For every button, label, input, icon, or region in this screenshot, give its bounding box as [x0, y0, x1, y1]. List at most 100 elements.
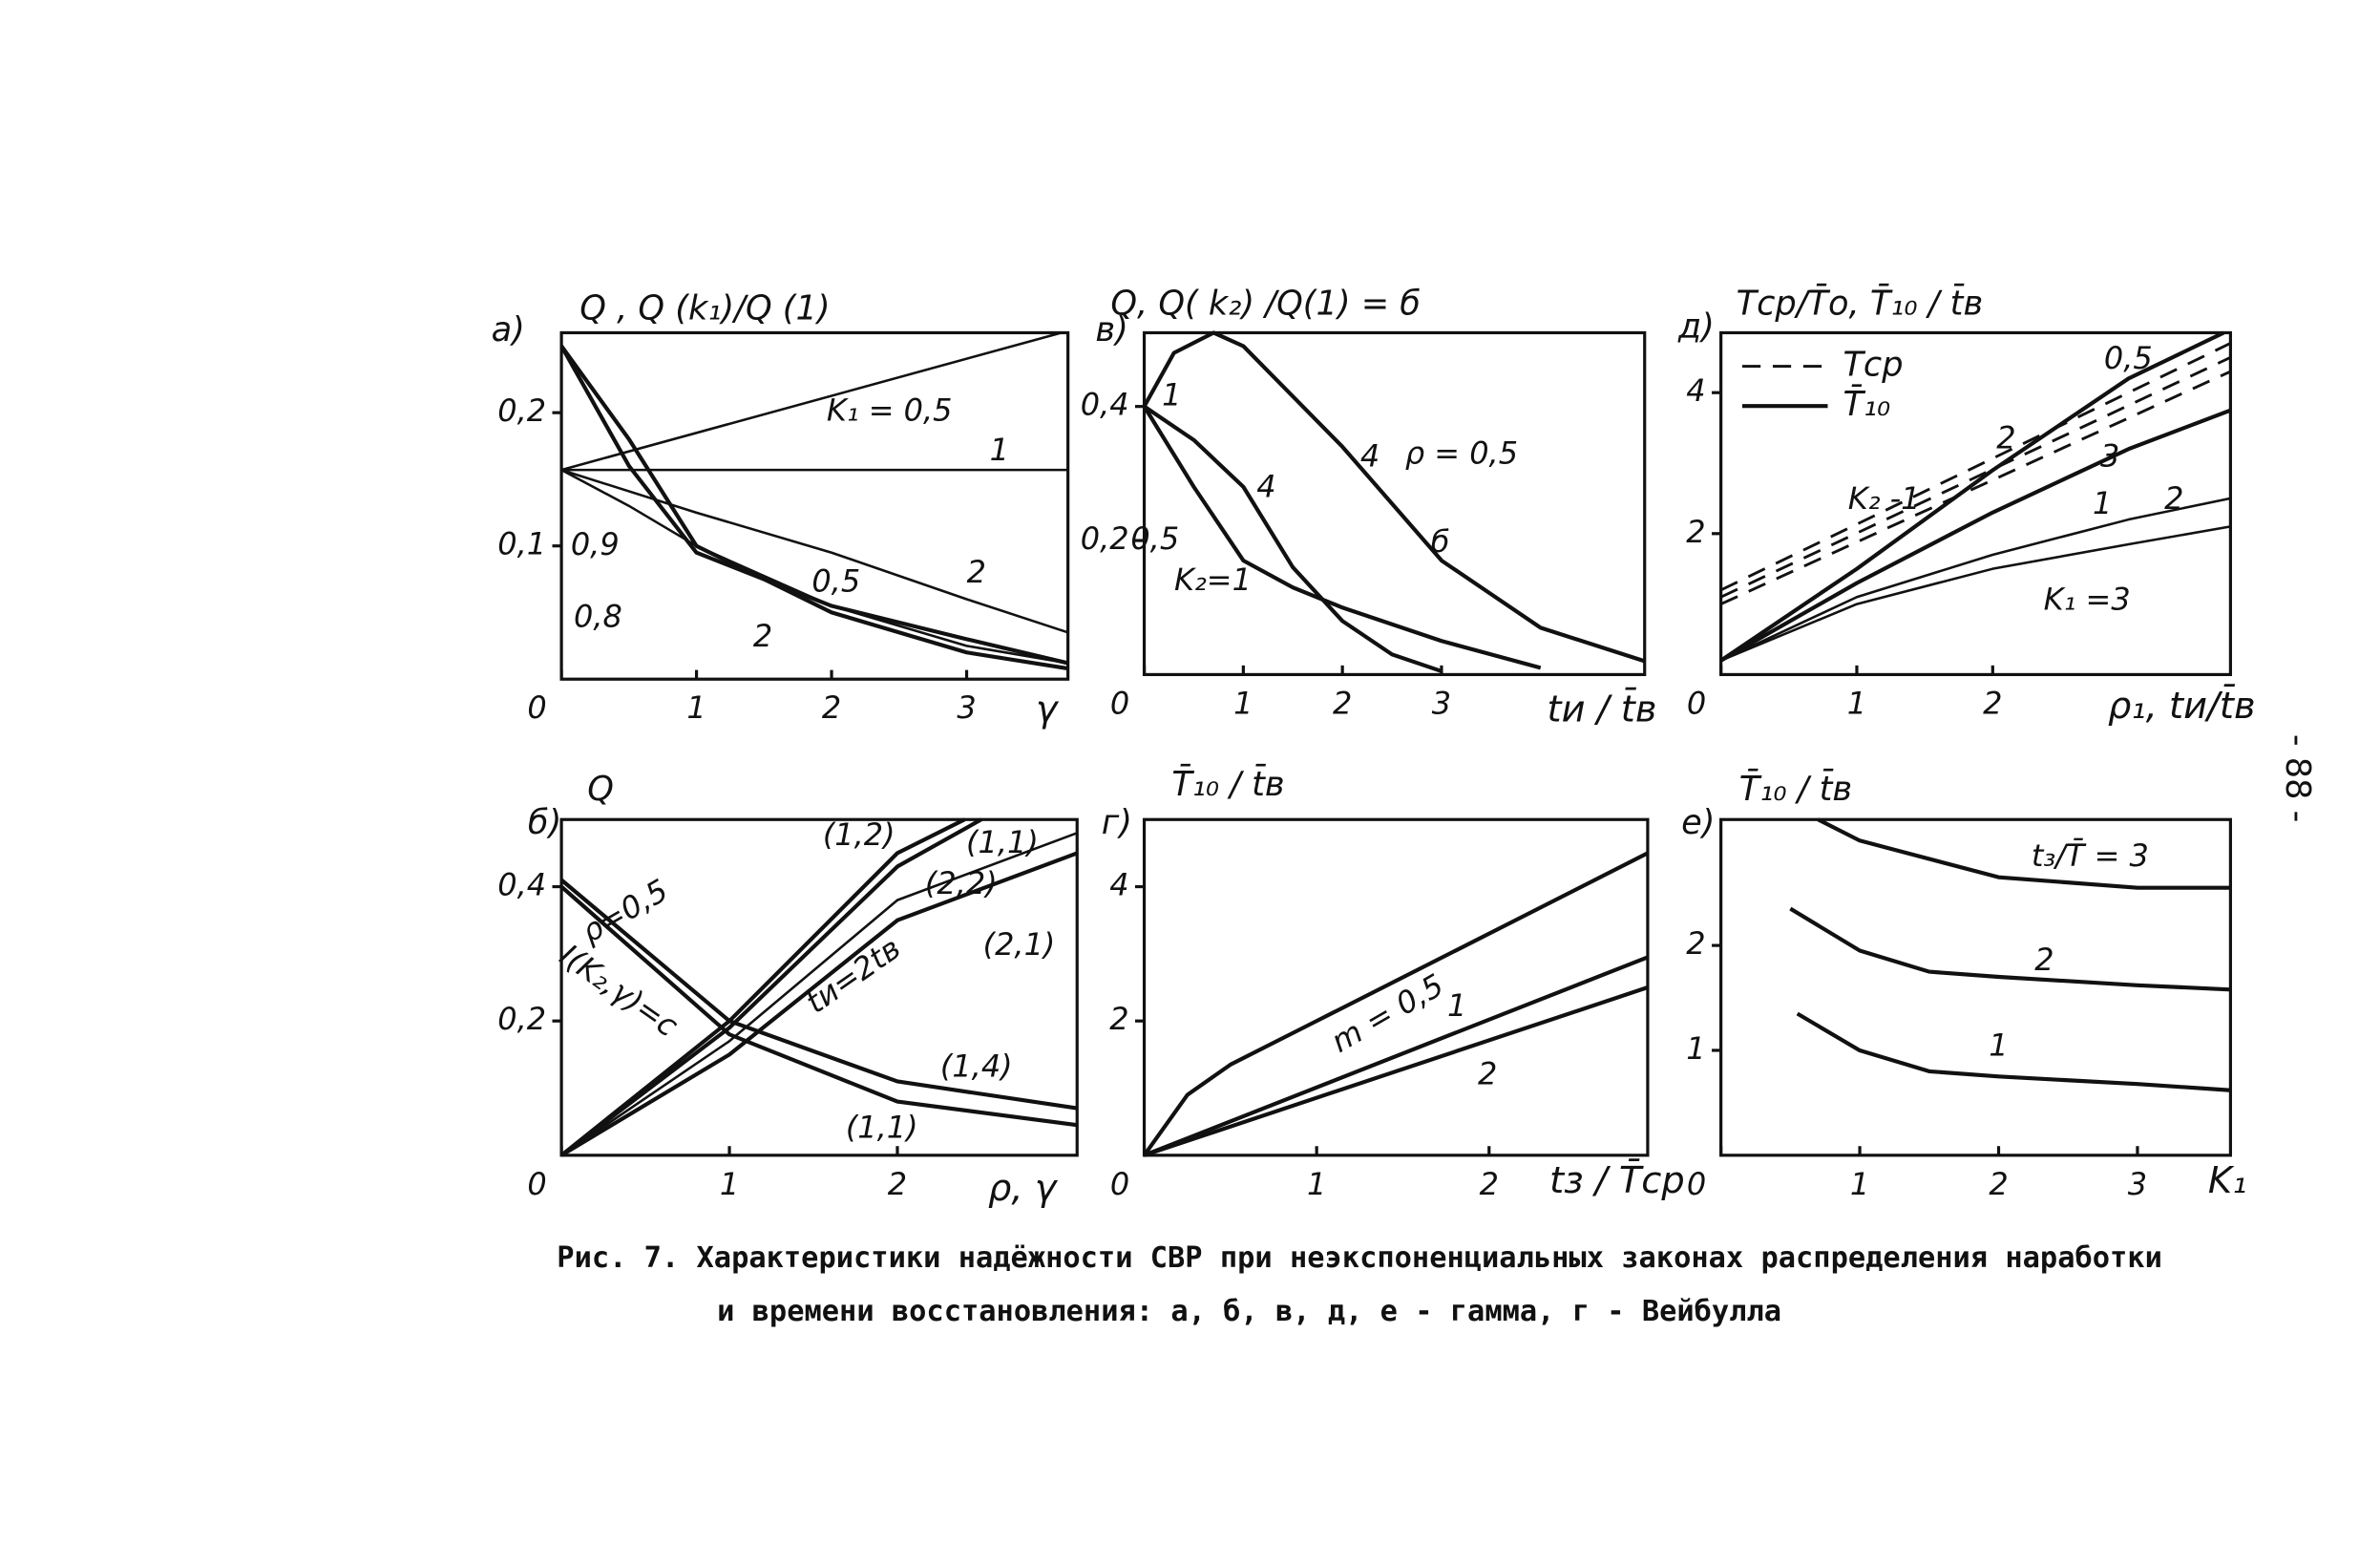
panel-label: г): [1102, 803, 1132, 842]
curve-label: 1: [2093, 485, 2112, 521]
curve: [1720, 370, 2231, 605]
plot-frame: [559, 330, 1070, 681]
x-axis-label: γ: [1036, 688, 1060, 731]
curve-label: K₁ = 0,5: [827, 392, 953, 429]
panel-label: в): [1095, 310, 1127, 349]
panel-label: б): [528, 803, 561, 842]
x-tick-label: 0: [1687, 685, 1706, 721]
x-tick-label: 3: [2128, 1166, 2147, 1202]
y-tick-label: 2: [1686, 514, 1705, 550]
y-tick-label: 4: [1109, 867, 1128, 903]
curve-label: K₂ -1: [1848, 480, 1921, 517]
caption-line: Рис. 7. Характеристики надёжности СВР пр…: [557, 1241, 2162, 1275]
curve: [1719, 408, 2232, 663]
curve-label: 2: [1478, 1056, 1497, 1092]
x-tick-label: 0: [527, 689, 546, 726]
y-tick-label: 0,2: [497, 1001, 546, 1037]
curve-label: 0,9: [571, 526, 620, 562]
curve-label: tи=2t̄в: [799, 929, 908, 1021]
curve: [559, 817, 982, 1157]
y-tick-label: 0,1: [497, 526, 546, 562]
curve-label: 4: [1256, 468, 1275, 504]
curve-label: 1: [1989, 1027, 2008, 1063]
curve-label: K₁ =3: [2044, 582, 2131, 618]
curve: [1789, 906, 2231, 992]
legend-label: Tср: [1843, 346, 1903, 385]
curve: [560, 468, 1069, 634]
y-tick-label: 0,2: [1081, 520, 1129, 557]
curve-label: I(K₂,γ)=c: [554, 937, 685, 1045]
x-tick-label: 0: [1110, 685, 1129, 721]
curve-label: 4: [1360, 437, 1380, 474]
x-tick-label: 1: [686, 689, 706, 726]
x-axis-label: ρ, γ: [988, 1167, 1059, 1210]
axis-title: Q, Q( k₂) /Q(1) = б: [1110, 285, 1421, 324]
x-tick-label: 1: [720, 1166, 739, 1202]
x-tick-label: 1: [1850, 1166, 1869, 1202]
curve-label: t₃/T̄ = 3: [2032, 837, 2149, 874]
curve-label: 0,5: [811, 563, 860, 600]
curve-label: (1,4): [940, 1048, 1013, 1085]
curve-label: K₂=1: [1174, 561, 1252, 598]
x-axis-label: ρ₁, tи/t̄в: [2108, 684, 2256, 728]
curve: [560, 851, 1078, 1157]
curve-label: (2,1): [983, 926, 1056, 963]
x-tick-label: 1: [1307, 1166, 1326, 1202]
curve: [1143, 404, 1443, 673]
curve-label: 2: [1996, 419, 2015, 455]
curve: [1719, 330, 2225, 663]
y-tick-label: 2: [1109, 1001, 1128, 1037]
curve-label: ρ = 0,5: [1405, 434, 1518, 471]
x-tick-label: 3: [957, 689, 976, 726]
curve-label: 0,5: [2104, 340, 2153, 376]
curve: [1143, 985, 1649, 1157]
curve-label: 1: [1447, 987, 1466, 1024]
curve: [1142, 330, 1646, 664]
x-tick-label: 0: [1687, 1166, 1706, 1202]
x-tick-label: 2: [822, 689, 841, 726]
x-tick-label: 2: [1333, 685, 1352, 721]
caption-line: и времени восстановления: а, б, в, д, е …: [717, 1295, 1781, 1328]
curve-label: (1,1): [846, 1110, 918, 1146]
axis-title: T̄₁₀ / t̄в: [1739, 768, 1852, 808]
panel-label: е): [1681, 803, 1715, 842]
curve-label: 3: [2100, 437, 2119, 474]
x-axis-label: tи / t̄в: [1548, 687, 1657, 731]
curve-label: 0,8: [574, 598, 622, 634]
curve-label: (1,1): [966, 824, 1039, 860]
panel-label: д): [1677, 307, 1715, 347]
curve-label: 2: [967, 554, 986, 590]
curve: [560, 832, 1078, 1156]
x-tick-label: 3: [1432, 685, 1451, 721]
axis-title: Tср/T̄о, T̄₁₀ / t̄в: [1737, 283, 1984, 323]
curve: [1817, 817, 2231, 890]
axis-title: T̄₁₀ / t̄в: [1171, 764, 1284, 804]
curve-label: б: [1431, 523, 1450, 560]
curve: [559, 345, 1069, 666]
x-tick-label: 2: [1989, 1166, 2008, 1202]
curve-label: 2: [2164, 480, 2183, 517]
curve: [1720, 342, 2232, 592]
y-tick-label: 0,4: [1081, 387, 1129, 423]
x-tick-label: 2: [1983, 685, 2002, 721]
axis-title: Q: [587, 770, 614, 809]
curve: [559, 884, 1078, 1128]
page-number: - 88 -: [2278, 734, 2317, 822]
x-tick-label: 0: [527, 1166, 546, 1202]
curve: [559, 345, 1068, 671]
panel-label: а): [492, 310, 525, 349]
legend-label: T̄₁₀: [1843, 384, 1890, 424]
curve: [1143, 955, 1649, 1157]
curve-label: 2: [753, 618, 772, 654]
curve: [1142, 405, 1542, 670]
axis-title: Q , Q (k₁)/Q (1): [579, 288, 830, 328]
curve-label: m = 0,5: [1325, 966, 1450, 1059]
curve-label: 2: [2034, 942, 2054, 978]
x-tick-label: 1: [1847, 685, 1866, 721]
curve-label: 1: [990, 432, 1009, 468]
curve-label: 0,5: [1130, 520, 1179, 557]
plot-frame: [1719, 330, 2232, 677]
x-tick-label: 1: [1233, 685, 1253, 721]
y-tick-label: 2: [1686, 925, 1705, 962]
x-tick-label: 0: [1110, 1166, 1129, 1202]
